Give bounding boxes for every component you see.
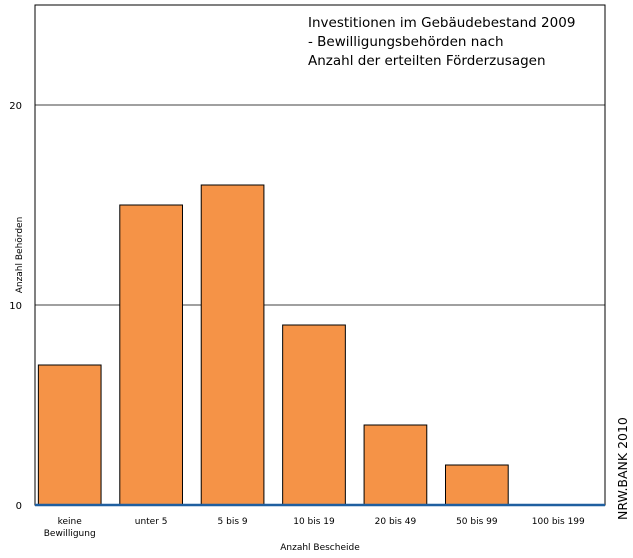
bar xyxy=(37,364,102,506)
title-line: Investitionen im Gebäudebestand 2009 xyxy=(308,15,575,31)
bar xyxy=(445,464,509,506)
title-line: Anzahl der erteilten Förderzusagen xyxy=(308,53,546,69)
bars xyxy=(37,184,509,506)
y-axis-title: Anzahl Behörden xyxy=(15,217,25,294)
bar xyxy=(282,324,346,506)
category-label: 10 bis 19 xyxy=(293,517,335,527)
y-tick-labels: 0 10 20 xyxy=(9,101,22,512)
source-label: NRW.BANK 2010 xyxy=(615,417,630,520)
bar xyxy=(200,184,265,506)
x-axis-title: Anzahl Bescheide xyxy=(280,543,360,553)
category-label: keine Bewilligung xyxy=(44,517,96,539)
y-tick-label: 20 xyxy=(9,101,22,112)
y-tick-label: 0 xyxy=(16,501,22,512)
chart-title: Investitionen im Gebäudebestand 2009 - Be… xyxy=(308,15,575,69)
title-line: - Bewilligungsbehörden nach xyxy=(308,34,504,50)
bar xyxy=(363,424,428,506)
category-label: 20 bis 49 xyxy=(375,517,417,527)
y-tick-label: 10 xyxy=(9,301,22,312)
category-label: 100 bis 199 xyxy=(532,517,585,527)
category-label: 50 bis 99 xyxy=(456,517,498,527)
category-label: unter 5 xyxy=(135,517,168,527)
bar xyxy=(119,204,183,506)
category-label: 5 bis 9 xyxy=(218,517,248,527)
category-labels: keine Bewilligung unter 5 5 bis 9 10 bis 19 2… xyxy=(44,517,585,539)
